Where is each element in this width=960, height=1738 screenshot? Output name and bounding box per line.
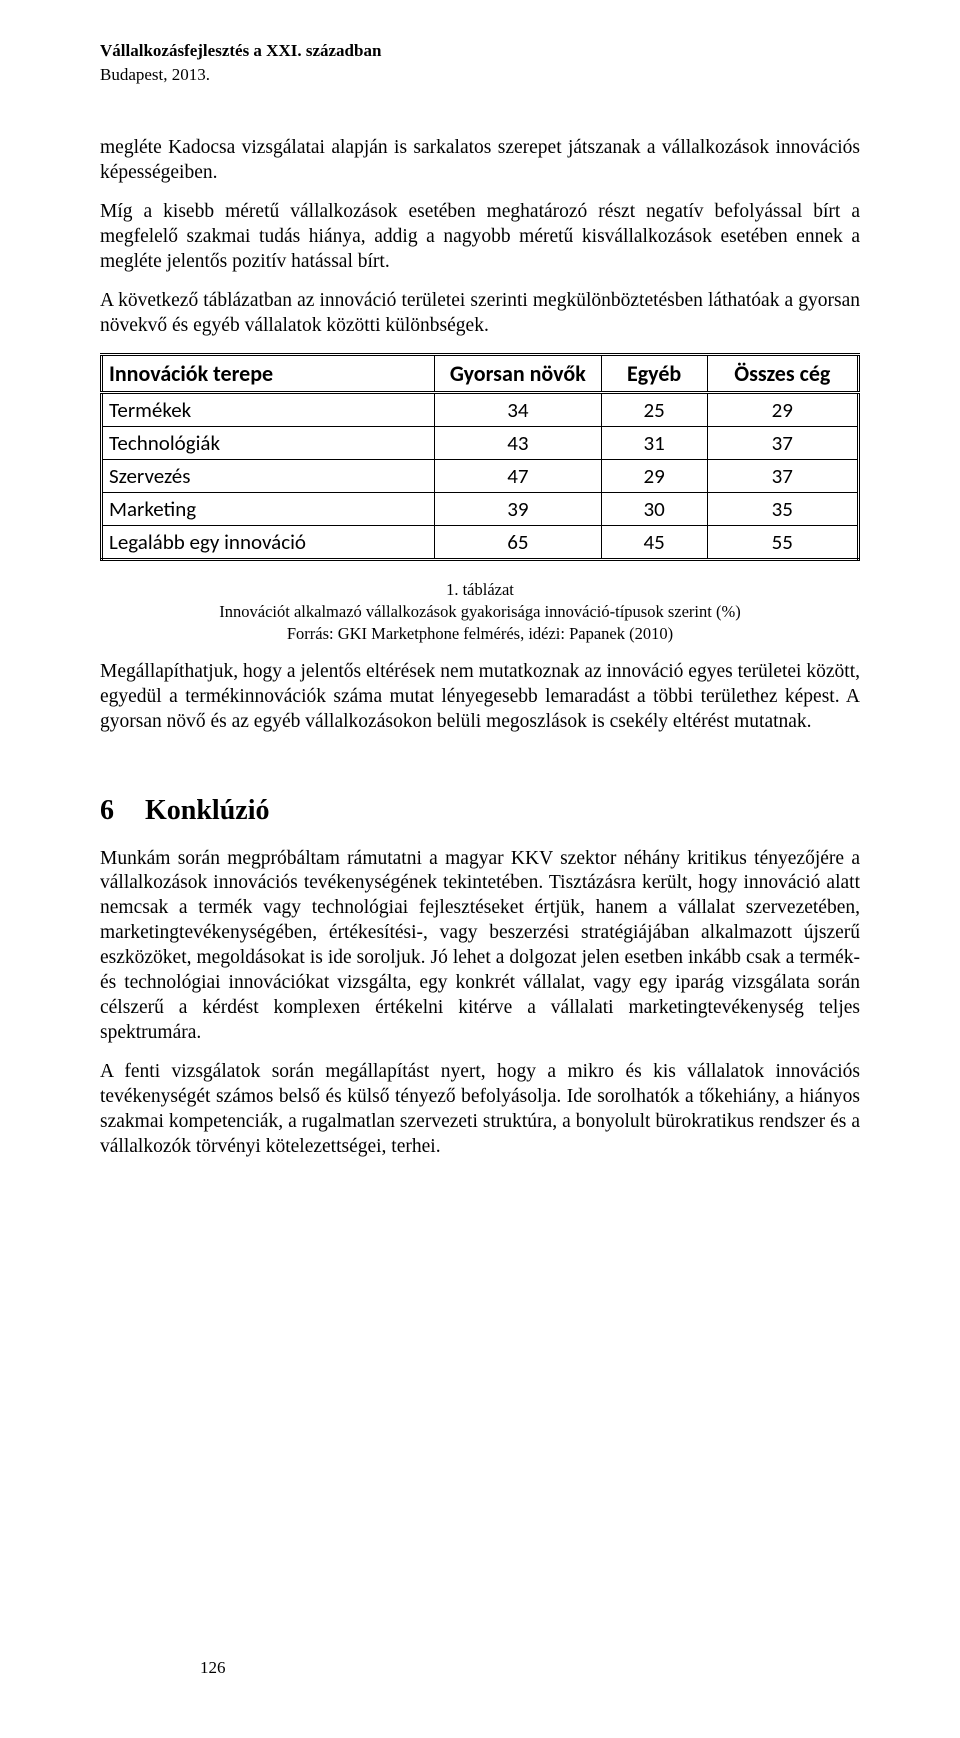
table-source: Forrás: GKI Marketphone felmérés, idézi:…	[100, 623, 860, 645]
page: Vállalkozásfejlesztés a XXI. században B…	[100, 40, 860, 1708]
paragraph: megléte Kadocsa vizsgálatai alapján is s…	[100, 136, 860, 186]
table-cell: 29	[707, 392, 858, 426]
table-cell: Legalább egy innováció	[102, 525, 435, 559]
table-header-cell: Egyéb	[601, 354, 707, 392]
table-cell: 34	[435, 392, 602, 426]
table-row: Szervezés 47 29 37	[102, 459, 859, 492]
paragraph: A fenti vizsgálatok során megállapítást …	[100, 1060, 860, 1160]
table-cell: 37	[707, 459, 858, 492]
paragraph: Míg a kisebb méretű vállalkozások esetéb…	[100, 200, 860, 275]
table-caption-number: 1. táblázat	[446, 580, 514, 599]
table-cell: 29	[601, 459, 707, 492]
paragraph: A következő táblázatban az innováció ter…	[100, 289, 860, 339]
table-cell: 43	[435, 426, 602, 459]
table-header-cell: Innovációk terepe	[102, 354, 435, 392]
table-cell: 25	[601, 392, 707, 426]
innovation-table: Innovációk terepe Gyorsan növők Egyéb Ös…	[100, 353, 860, 561]
section-number: 6	[100, 795, 114, 827]
table-row: Technológiák 43 31 37	[102, 426, 859, 459]
section-title: Konklúzió	[145, 795, 269, 826]
table-header-cell: Gyorsan növők	[435, 354, 602, 392]
paragraph: Munkám során megpróbáltam rámutatni a ma…	[100, 847, 860, 1047]
table-cell: 37	[707, 426, 858, 459]
table-cell: Termékek	[102, 392, 435, 426]
table-cell: 30	[601, 492, 707, 525]
table-cell: 65	[435, 525, 602, 559]
table-cell: 55	[707, 525, 858, 559]
table-row: Marketing 39 30 35	[102, 492, 859, 525]
section-heading: 6 Konklúzió	[100, 795, 860, 827]
paragraph: Megállapíthatjuk, hogy a jelentős eltéré…	[100, 660, 860, 735]
table-cell: 39	[435, 492, 602, 525]
table-cell: 35	[707, 492, 858, 525]
table-cell: Szervezés	[102, 459, 435, 492]
running-header-title: Vállalkozásfejlesztés a XXI. században	[100, 40, 860, 62]
table-row: Termékek 34 25 29	[102, 392, 859, 426]
table-cell: Technológiák	[102, 426, 435, 459]
table-cell: 45	[601, 525, 707, 559]
table-cell: 47	[435, 459, 602, 492]
table-row: Legalább egy innováció 65 45 55	[102, 525, 859, 559]
table-cell: 31	[601, 426, 707, 459]
table-header-cell: Összes cég	[707, 354, 858, 392]
table-caption-text: Innovációt alkalmazó vállalkozások gyako…	[219, 602, 740, 621]
table-caption: 1. táblázat Innovációt alkalmazó vállalk…	[100, 579, 860, 624]
running-header-subtitle: Budapest, 2013.	[100, 64, 860, 86]
page-number: 126	[200, 1658, 226, 1678]
table-cell: Marketing	[102, 492, 435, 525]
table-header-row: Innovációk terepe Gyorsan növők Egyéb Ös…	[102, 354, 859, 392]
